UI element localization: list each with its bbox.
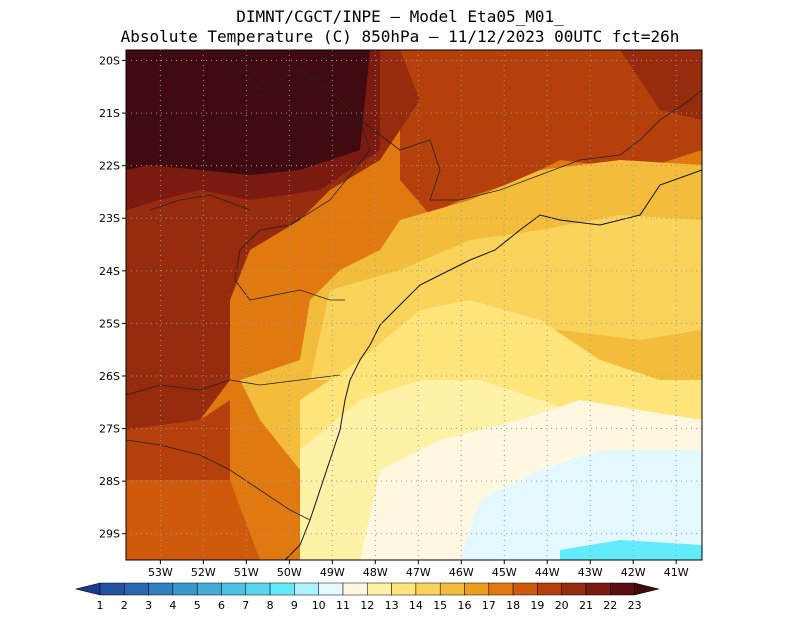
colorbar-label: 15 [433, 599, 447, 612]
lon-label: 46W [449, 566, 474, 579]
map-frame [125, 49, 703, 561]
colorbar-bin [367, 582, 392, 596]
title-line-2: Absolute Temperature (C) 850hPa – 11/12/… [120, 27, 680, 46]
colorbar-bin [269, 582, 295, 596]
colorbar-label: 6 [218, 599, 225, 612]
colorbar-label: 18 [506, 599, 520, 612]
colorbar-label: 4 [169, 599, 176, 612]
lat-label: 24S [99, 265, 120, 278]
colorbar-label: 17 [482, 599, 496, 612]
field-light-cyan [460, 450, 702, 560]
lat-label: 23S [99, 212, 120, 225]
lon-label: 45W [492, 566, 517, 579]
colorbar-bin [415, 582, 441, 596]
lon-label: 43W [578, 566, 603, 579]
lat-label: 28S [99, 475, 120, 488]
colorbar-bin [172, 582, 198, 596]
colorbar: 1 2 3 4 5 6 7 8 9 10 11 12 13 14 15 16 17 18 19 20 21 22 23 [75, 582, 659, 612]
colorbar-label: 19 [530, 599, 544, 612]
lat-label: 27S [99, 423, 120, 436]
state-border-1 [229, 59, 371, 301]
colorbar-bin [196, 582, 222, 596]
lon-label: 49W [320, 566, 345, 579]
field-cyan [560, 540, 702, 560]
colorbar-bin [610, 582, 635, 596]
lon-label: 42W [621, 566, 646, 579]
colorbar-label: 14 [409, 599, 423, 612]
lon-label: 48W [363, 566, 388, 579]
coastline [284, 169, 702, 560]
lat-label: 29S [99, 528, 120, 541]
colorbar-bin [537, 582, 562, 596]
colorbar-bin [75, 582, 101, 596]
colorbar-label: 23 [628, 599, 642, 612]
colorbar-label: 3 [145, 599, 152, 612]
colorbar-bin [464, 582, 490, 596]
colorbar-label: 10 [312, 599, 326, 612]
colorbar-label: 13 [385, 599, 399, 612]
colorbar-bin [585, 582, 611, 596]
colorbar-bin [561, 582, 587, 596]
colorbar-bin [318, 582, 344, 596]
lon-label: 41W [664, 566, 689, 579]
field-ne-warm [400, 50, 702, 215]
colorbar-label: 22 [603, 599, 617, 612]
colorbar-bin [294, 582, 319, 596]
colorbar-label: 5 [194, 599, 201, 612]
lon-label: 50W [277, 566, 302, 579]
colorbar-bin [245, 582, 271, 596]
colorbar-label: 7 [242, 599, 249, 612]
lat-label: 22S [99, 160, 120, 173]
field-ne-hot [620, 50, 702, 120]
lat-label: 25S [99, 317, 120, 330]
field-sw [126, 480, 260, 560]
title-line-1: DIMNT/CGCT/INPE – Model Eta05_M01_ [236, 7, 564, 26]
lon-label: 51W [234, 566, 259, 579]
colorbar-label: 16 [458, 599, 472, 612]
colorbar-bin [439, 582, 465, 596]
gridlines [126, 50, 702, 560]
colorbar-label: 11 [336, 599, 350, 612]
lon-label: 44W [535, 566, 560, 579]
colorbar-label: 2 [121, 599, 128, 612]
state-border-4 [149, 194, 251, 211]
lat-label: 21S [99, 107, 120, 120]
lon-label: 53W [148, 566, 173, 579]
colorbar-bin [512, 582, 538, 596]
state-border-2 [359, 89, 702, 201]
colorbar-bin [488, 582, 514, 596]
colorbar-label: 20 [555, 599, 569, 612]
colorbar-bin [221, 582, 247, 596]
colorbar-label: 1 [97, 599, 104, 612]
colorbar-bin [124, 582, 149, 596]
lon-label: 52W [191, 566, 216, 579]
colorbar-bin [391, 582, 417, 596]
longitude-labels: 53W 52W 51W 50W 49W 48W 47W 46W 45W 44W 43W 42W 41W [148, 560, 689, 579]
colorbar-bin [342, 582, 368, 596]
lon-label: 47W [406, 566, 431, 579]
colorbar-label: 12 [360, 599, 374, 612]
colorbar-bin [99, 582, 125, 596]
field-sw-warm [126, 400, 230, 480]
latitude-labels: 20S 21S 22S 23S 24S 25S 26S 27S 28S 29S [99, 55, 126, 541]
colorbar-label: 8 [267, 599, 274, 612]
colorbar-label: 9 [291, 599, 298, 612]
lat-label: 26S [99, 370, 120, 383]
field-nw-hottest [126, 50, 370, 175]
colorbar-bin [634, 582, 659, 596]
temperature-field [126, 50, 702, 560]
colorbar-bin [148, 582, 174, 596]
colorbar-label: 21 [579, 599, 593, 612]
lat-label: 20S [99, 55, 120, 68]
